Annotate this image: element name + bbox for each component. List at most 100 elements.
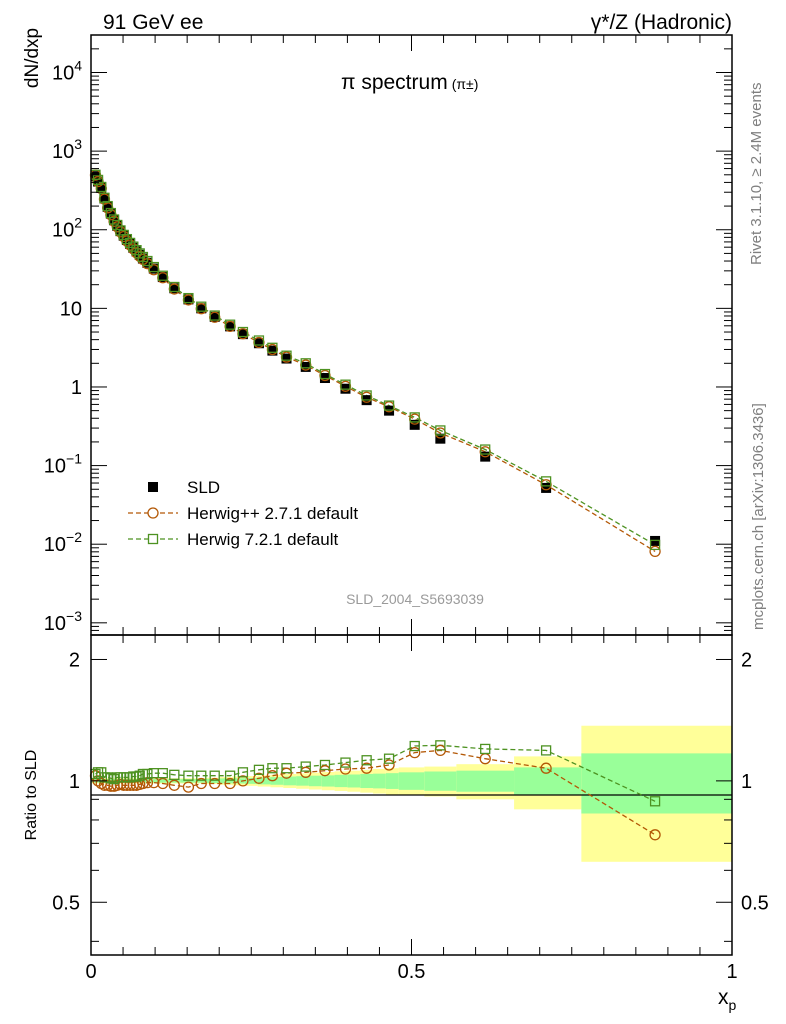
- stat-uncertainty-band: [456, 770, 515, 792]
- herwig7-point: [148, 261, 159, 273]
- herwig7-point: [142, 255, 153, 267]
- stat-uncertainty-band: [308, 775, 322, 787]
- main-y-tick-label: 10−1: [44, 451, 82, 478]
- herwig7-point: [134, 248, 145, 259]
- main-y-tick-label: 104: [52, 58, 82, 85]
- ratio-herwigpp-point: [383, 759, 395, 771]
- sld-point: [281, 353, 292, 364]
- sld-point: [435, 433, 446, 444]
- stat-uncertainty-band: [193, 779, 207, 783]
- stat-uncertainty-band: [334, 774, 348, 788]
- herwig7-point: [253, 335, 265, 346]
- herwig7-point: [267, 342, 278, 353]
- sld-point: [105, 208, 116, 219]
- ratio-herwig7-point: [131, 771, 142, 782]
- sld-point: [90, 171, 101, 182]
- herwig7-point: [319, 368, 331, 380]
- sld-point: [99, 193, 110, 204]
- ratio-herwig7-point: [134, 770, 145, 781]
- herwig7-point: [96, 181, 107, 193]
- ratio-herwigpp-point: [339, 763, 352, 775]
- ratio-y-tick-label: 2: [69, 649, 80, 671]
- main-y-tick-label: 103: [52, 136, 82, 163]
- main-y-tick-label: 10: [60, 298, 82, 320]
- herwig7-point: [281, 350, 292, 361]
- herwig7-point: [108, 214, 120, 225]
- ratio-herwig7-point: [383, 753, 395, 764]
- ratio-herwig7-point: [142, 768, 153, 780]
- ratio-line-1: [95, 744, 656, 802]
- herwig7-point: [112, 219, 123, 231]
- herwig7-point: [340, 379, 351, 390]
- sld-point: [300, 361, 311, 372]
- stat-uncertainty-band: [321, 775, 335, 787]
- herwig7-point: [128, 241, 139, 252]
- stat-uncertainty-band: [257, 777, 271, 785]
- x-tick-label: 0.5: [398, 961, 426, 983]
- ratio-herwig7-point: [183, 770, 194, 781]
- ratio-herwigpp-point: [195, 777, 207, 790]
- ratio-line-0: [94, 749, 656, 836]
- series-line-2: [94, 174, 656, 546]
- ratio-herwig7-point: [281, 763, 292, 774]
- main-series-markers: [89, 169, 661, 558]
- ratio-y-tick-label: 1: [69, 771, 80, 793]
- mcplots-label: mcplots.cern.ch [arXiv:1306.3436]: [750, 403, 767, 630]
- stat-uncertainty-band: [360, 774, 374, 789]
- ratio-herwigpp-point: [224, 777, 236, 790]
- herwig7-point: [92, 174, 104, 186]
- ratio-herwigpp-point: [209, 777, 221, 790]
- ratio-y-tick-label-right: 2: [741, 649, 752, 671]
- ratio-herwig7-point: [224, 770, 236, 781]
- ratio-herwigpp-point: [300, 766, 312, 778]
- herwig7-point: [361, 390, 372, 401]
- herwig7-point: [99, 192, 110, 203]
- sld-point: [96, 182, 107, 193]
- sld-point: [225, 321, 236, 332]
- stat-uncertainty-band: [514, 767, 582, 796]
- stat-uncertainty-band: [581, 753, 732, 814]
- process-label: 91 GeV ee: [103, 11, 203, 34]
- ratio-herwig7-point: [409, 740, 420, 752]
- ratio-herwig7-point: [361, 755, 372, 766]
- stat-uncertainty-band: [424, 771, 457, 791]
- legend-label-1: Herwig++ 2.7.1 default: [187, 504, 358, 523]
- ratio-herwig7-point: [169, 769, 180, 780]
- x-tick-label: 1: [726, 961, 737, 983]
- legend-marker-herwig7: [147, 533, 159, 545]
- herwig7-point: [409, 412, 420, 423]
- ratio-herwigpp-point: [168, 779, 180, 791]
- main-y-axis: 10−3 10−2 10−1 1 10 102 103 104: [44, 34, 733, 636]
- sld-point: [196, 303, 207, 314]
- stat-uncertainty-band: [385, 773, 399, 789]
- stat-uncertainty-band: [206, 778, 220, 783]
- process-type-label: γ*/Z (Hadronic): [591, 11, 732, 34]
- ratio-herwig7-point: [157, 768, 168, 779]
- stat-uncertainty-band: [270, 777, 284, 785]
- stat-uncertainty-band: [180, 779, 194, 783]
- series-line-1: [94, 174, 656, 552]
- legend-marker-sld: [148, 482, 158, 492]
- herwig7-point: [300, 358, 311, 369]
- ratio-herwig7-point: [319, 759, 331, 771]
- ratio-herwigpp-point: [266, 770, 279, 782]
- ratio-uncertainty-bands: [91, 725, 732, 862]
- herwig7-point: [121, 233, 133, 245]
- legend-label-0: SLD: [187, 478, 220, 497]
- sld-point: [409, 419, 420, 430]
- sld-point: [253, 338, 264, 349]
- stat-uncertainty-band: [347, 774, 361, 788]
- stat-uncertainty-band: [373, 773, 386, 789]
- ratio-herwig7-point: [196, 770, 207, 781]
- legend-label-2: Herwig 7.2.1 default: [187, 530, 338, 549]
- herwig7-point: [157, 270, 168, 281]
- ratio-herwigpp-point: [319, 765, 331, 777]
- ratio-herwigpp-point: [409, 746, 421, 759]
- herwig7-point: [480, 444, 491, 455]
- ratio-y-tick-label-right: 0.5: [741, 892, 769, 914]
- ratio-herwig7-point: [300, 761, 311, 772]
- main-y-tick-label: 10−2: [44, 529, 82, 556]
- ratio-herwig7-point: [340, 757, 351, 768]
- stat-uncertainty-band: [244, 777, 258, 784]
- sld-point: [237, 329, 248, 340]
